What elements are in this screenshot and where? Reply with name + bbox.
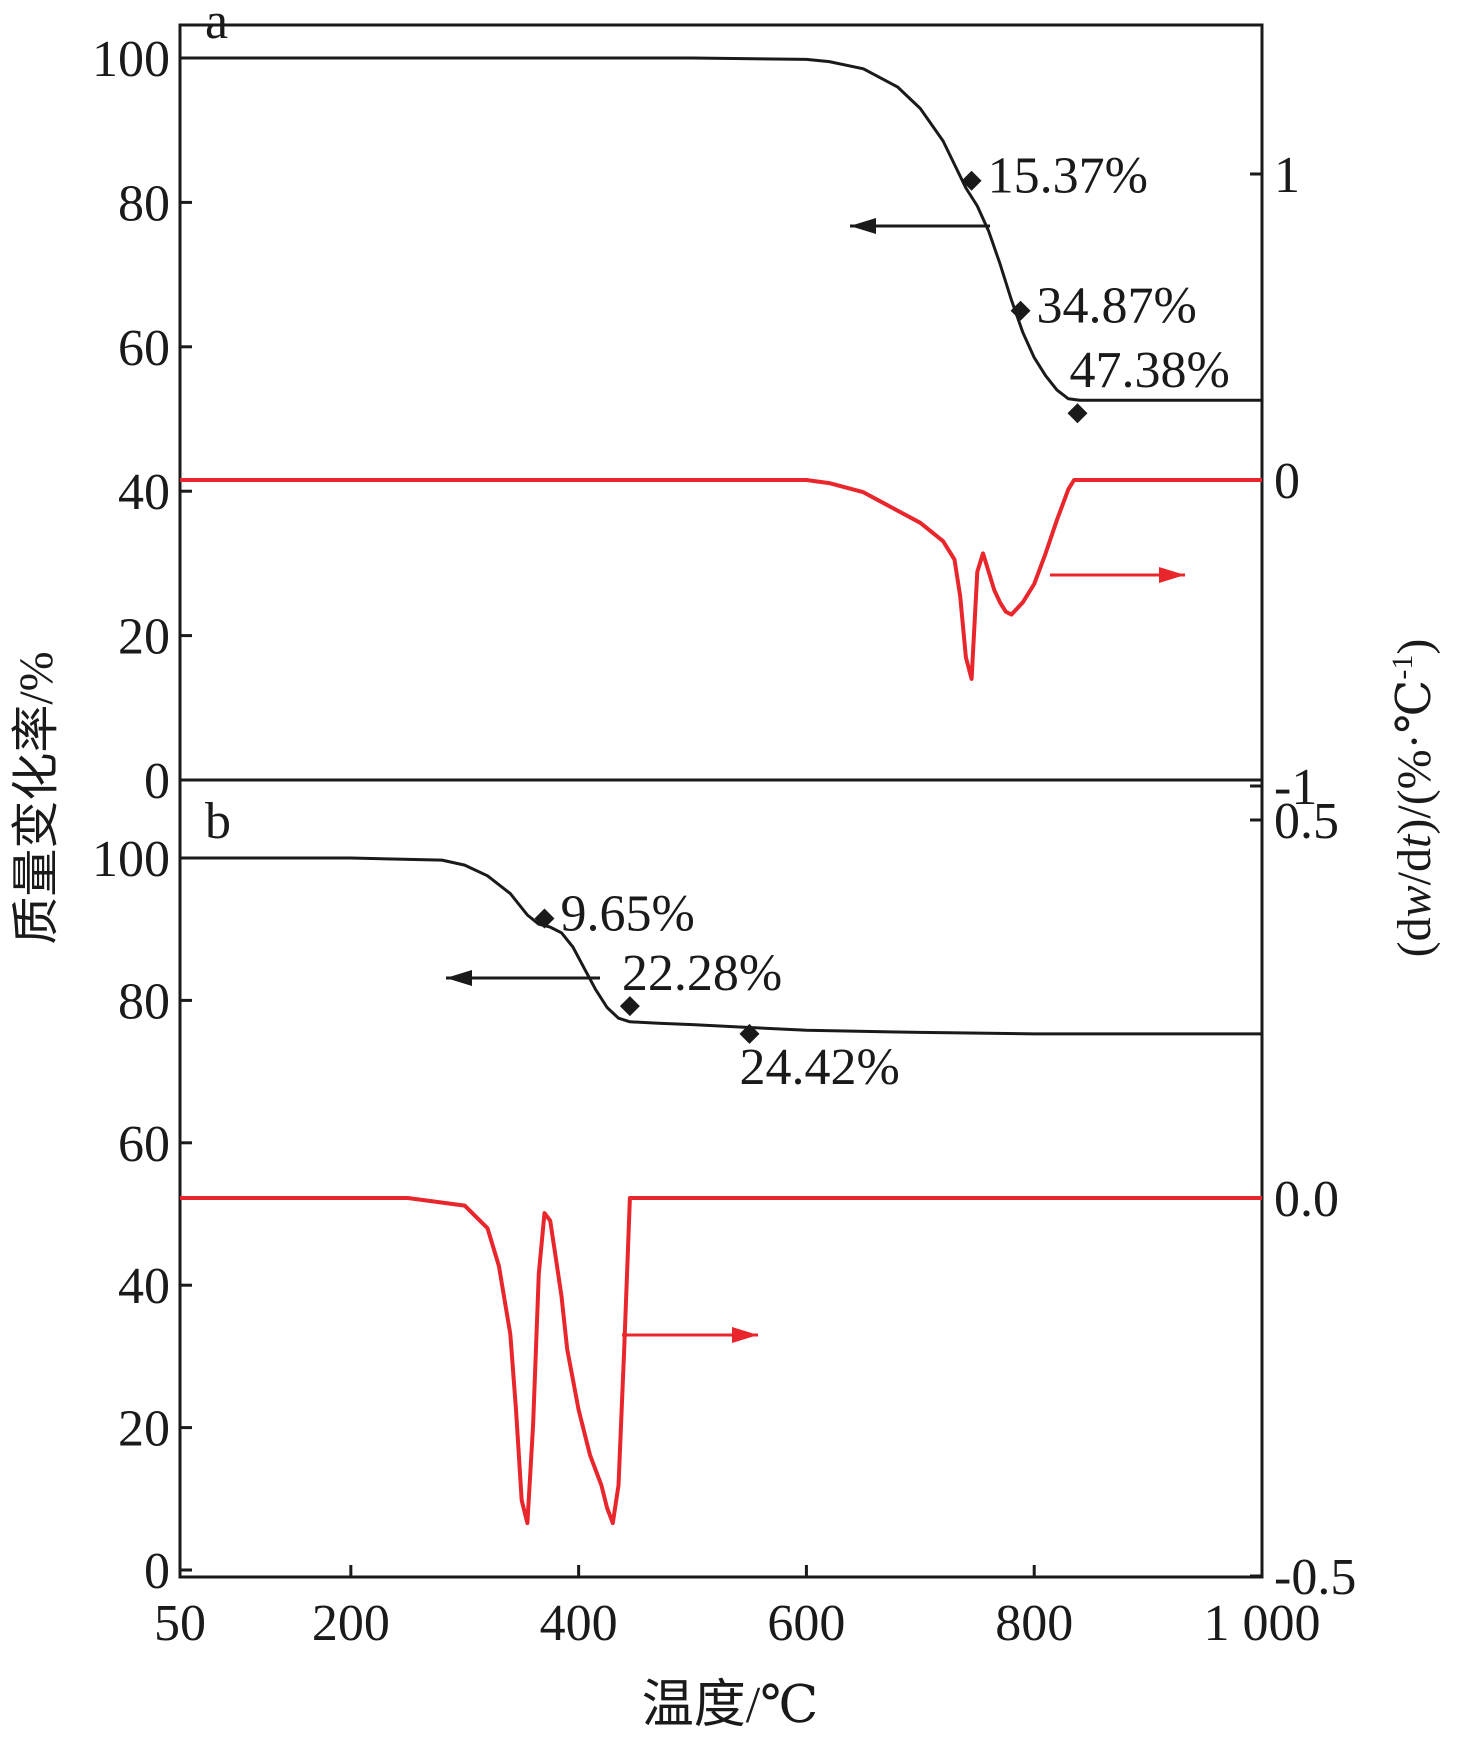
dtg-curve xyxy=(180,478,1262,681)
right-label-prefix: (d xyxy=(1388,917,1441,957)
data-marker xyxy=(619,996,640,1017)
left-tick-label: 40 xyxy=(118,1258,170,1315)
data-layer xyxy=(180,56,1262,1526)
x-tick-label: 600 xyxy=(767,1595,845,1652)
left-y-axis-label: 质量变化率/% xyxy=(10,651,63,944)
x-tick-label: 200 xyxy=(312,1595,390,1652)
left-tick-label: 100 xyxy=(92,31,170,88)
dtg-curve xyxy=(180,1196,1262,1526)
tg-arrow-head xyxy=(850,218,876,234)
panel-label: b xyxy=(205,793,231,850)
marker-label: 34.87% xyxy=(1037,278,1197,335)
marker-label: 22.28% xyxy=(622,945,782,1002)
data-marker xyxy=(1067,403,1088,424)
tg-curve xyxy=(180,856,1262,1036)
x-tick-label: 400 xyxy=(540,1595,618,1652)
tg-arrow-head xyxy=(446,970,472,986)
left-tick-label: 60 xyxy=(118,320,170,377)
data-marker xyxy=(1010,300,1031,321)
tg-curve xyxy=(180,56,1262,402)
x-tick-label: 50 xyxy=(154,1595,206,1652)
x-axis-label: 温度/℃ xyxy=(642,1677,819,1734)
x-tick-label: 1 000 xyxy=(1204,1595,1321,1652)
right-label-t: t xyxy=(1388,833,1441,848)
left-tick-label: 80 xyxy=(118,973,170,1030)
left-tick-label: 0 xyxy=(144,753,170,810)
panel-label: a xyxy=(205,0,228,50)
data-marker xyxy=(739,1023,760,1044)
right-tick-label: -0.5 xyxy=(1274,1549,1356,1606)
right-tick-label: -1 xyxy=(1274,759,1317,816)
right-tick-label: 0 xyxy=(1274,453,1300,510)
right-tick-label: 0.5 xyxy=(1274,793,1339,850)
axes-layer xyxy=(178,23,1264,1579)
left-tick-label: 80 xyxy=(118,175,170,232)
right-tick-label: 1 xyxy=(1274,147,1300,204)
left-tick-label: 20 xyxy=(118,609,170,666)
dtg-arrow-head xyxy=(1159,567,1185,583)
marker-label: 24.42% xyxy=(739,1039,899,1096)
data-marker xyxy=(534,908,555,929)
x-tick-label: 800 xyxy=(995,1595,1073,1652)
right-label-suffix: )/(%·℃ xyxy=(1388,680,1441,835)
left-tick-label: 20 xyxy=(118,1401,170,1458)
data-marker xyxy=(961,170,982,191)
text-layer: 温度/℃ 质量变化率/% (dw/dt)/(%·℃-1) 02040608010… xyxy=(10,0,1441,1734)
right-y-axis-label: (dw/dt)/(%·℃-1) xyxy=(1386,639,1441,958)
marker-label: 9.65% xyxy=(560,886,694,943)
right-label-mid: /d xyxy=(1388,848,1441,885)
right-tick-label: 0.0 xyxy=(1274,1171,1339,1228)
marker-label: 47.38% xyxy=(1069,342,1229,399)
left-tick-label: 100 xyxy=(92,831,170,888)
right-label-superscript: -1 xyxy=(1386,655,1419,680)
left-tick-label: 60 xyxy=(118,1116,170,1173)
dtg-arrow-head xyxy=(732,1327,758,1343)
left-tick-label: 0 xyxy=(144,1543,170,1600)
right-label-close: ) xyxy=(1388,639,1441,655)
plot-frame xyxy=(178,23,1264,1579)
right-label-w: w xyxy=(1388,885,1441,917)
left-tick-label: 40 xyxy=(118,464,170,521)
marker-label: 15.37% xyxy=(988,148,1148,205)
